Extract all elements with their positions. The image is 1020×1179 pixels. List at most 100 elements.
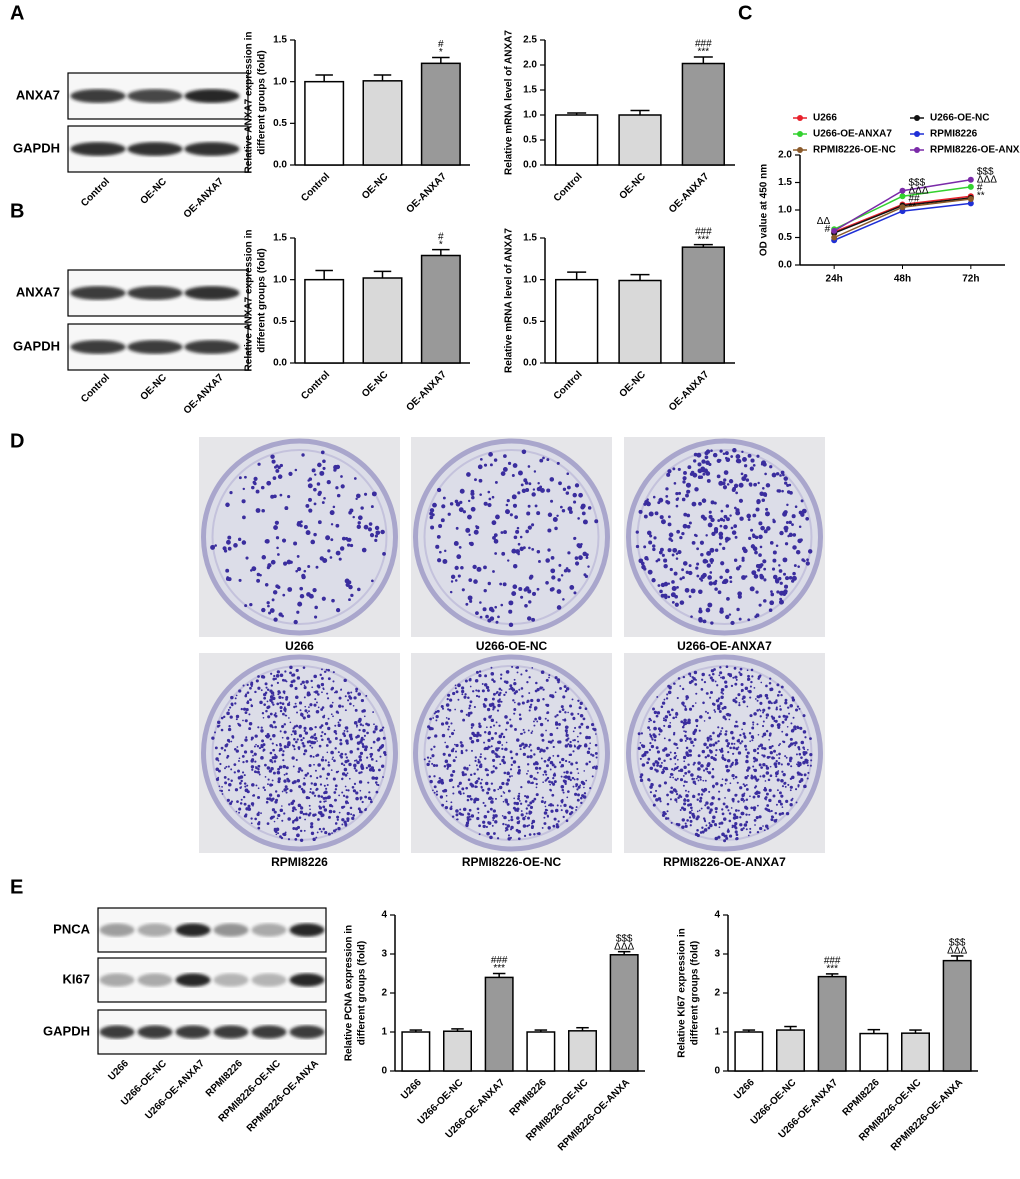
colony [371,768,375,772]
blot-band [99,1025,135,1039]
colony [293,738,296,741]
colony [742,700,746,704]
colony [341,823,344,826]
colony [717,740,720,743]
colony [712,815,716,820]
colony [704,710,707,713]
colony [761,735,764,738]
colony [677,467,681,471]
colony [294,808,297,811]
colony [758,603,762,607]
colony [235,810,238,813]
colony [734,763,737,766]
colony [734,506,737,510]
colony [508,775,512,778]
colony [250,817,253,820]
colony [490,666,493,669]
colony [755,563,760,568]
colony [497,788,500,791]
y-tick-label: 4 [714,910,720,921]
colony [483,747,487,751]
colony [795,708,799,712]
colony [784,481,788,485]
colony [666,472,671,477]
colony [465,823,469,828]
colony [729,765,732,768]
colony [582,519,588,525]
colony [435,793,439,796]
colony [706,746,709,749]
colony [266,797,269,801]
colony [594,743,598,747]
colony [275,743,278,746]
colony [245,736,248,739]
colony [281,805,283,807]
colony [570,712,574,716]
colony [747,453,752,458]
colony [302,790,306,794]
colony [667,595,671,599]
colony [274,725,277,729]
colony [499,582,503,586]
colony [565,491,570,495]
colony [316,831,319,834]
colony [686,696,690,699]
colony [521,695,524,698]
colony [652,720,656,724]
colony [549,477,555,482]
colony [540,488,545,493]
colony [465,749,468,752]
significance: ΔΔΔ [977,174,997,185]
colony [221,786,223,788]
colony [348,598,351,602]
colony [461,813,465,816]
colony [722,692,724,695]
colony [765,764,768,768]
colony [790,765,793,768]
colony [332,505,336,509]
blot-band [99,923,135,937]
colony [367,796,372,800]
colony [285,695,289,700]
colony [282,832,285,836]
colony [776,590,780,594]
colony [270,672,273,675]
colony [445,717,448,719]
colony [734,809,738,812]
colony [501,814,504,817]
colony [770,702,773,705]
colony [339,738,343,742]
colony [335,464,341,470]
colony [711,775,715,779]
colony [545,678,549,682]
colony [683,718,687,723]
colony [369,533,375,538]
colony [499,763,502,766]
colony [273,820,276,823]
colony [276,817,279,820]
colony [272,476,277,480]
colony [370,757,374,761]
colony [294,702,297,705]
colony [717,726,720,729]
colony [536,771,539,774]
colony [691,704,695,708]
colony [766,804,770,807]
colony [450,773,454,777]
colony [664,817,668,820]
y-axis-label: Relative mRNA level of ANXA7 [504,228,515,373]
colony [235,714,240,719]
colony [468,795,471,798]
colony [513,712,516,715]
colony [778,690,781,694]
colony [705,460,710,466]
colony [263,788,267,792]
colony [576,768,579,771]
colony [272,677,276,681]
colony [693,778,696,780]
colony [723,705,727,710]
colony [795,549,801,555]
colony [650,744,655,749]
colony [471,731,475,736]
colony [332,680,335,683]
